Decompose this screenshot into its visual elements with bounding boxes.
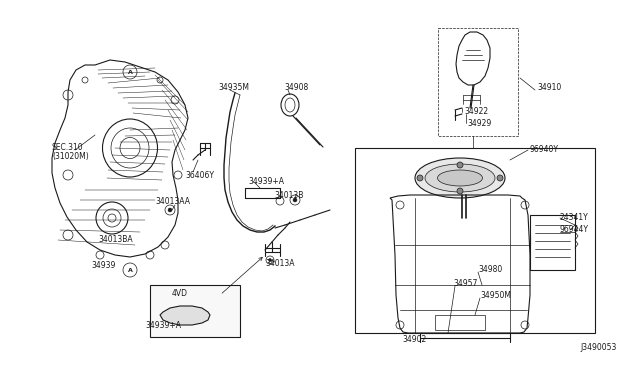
Text: 34939+A: 34939+A bbox=[145, 321, 181, 330]
Text: 34980: 34980 bbox=[478, 266, 502, 275]
Text: 34902: 34902 bbox=[402, 336, 426, 344]
Text: (31020M): (31020M) bbox=[52, 151, 89, 160]
Ellipse shape bbox=[425, 164, 495, 192]
Ellipse shape bbox=[415, 158, 505, 198]
Text: 34013A: 34013A bbox=[265, 259, 294, 267]
Text: 34922: 34922 bbox=[464, 108, 488, 116]
Bar bbox=[435, 315, 485, 330]
Circle shape bbox=[293, 198, 297, 202]
Text: 34908: 34908 bbox=[284, 83, 308, 92]
Text: 96944Y: 96944Y bbox=[560, 225, 589, 234]
Ellipse shape bbox=[438, 170, 483, 186]
Circle shape bbox=[457, 188, 463, 194]
Circle shape bbox=[269, 259, 271, 262]
Text: J3490053: J3490053 bbox=[580, 343, 616, 353]
Text: 34910: 34910 bbox=[537, 83, 561, 92]
Text: 24341Y: 24341Y bbox=[560, 214, 589, 222]
Text: 34013BA: 34013BA bbox=[98, 235, 132, 244]
Text: 34935M: 34935M bbox=[218, 83, 249, 92]
Text: 4VD: 4VD bbox=[172, 289, 188, 298]
Text: 34013B: 34013B bbox=[274, 192, 303, 201]
Bar bbox=[530, 215, 575, 270]
Circle shape bbox=[417, 175, 423, 181]
Text: A: A bbox=[127, 70, 132, 74]
Text: SEC.310: SEC.310 bbox=[52, 144, 84, 153]
Bar bbox=[150, 285, 240, 337]
Circle shape bbox=[497, 175, 503, 181]
Circle shape bbox=[457, 162, 463, 168]
Text: 34939+A: 34939+A bbox=[248, 176, 284, 186]
Bar bbox=[438, 28, 518, 136]
Text: 34929: 34929 bbox=[467, 119, 492, 128]
Text: 34939: 34939 bbox=[91, 260, 115, 269]
Text: A: A bbox=[127, 267, 132, 273]
Text: 36406Y: 36406Y bbox=[185, 170, 214, 180]
Text: 96940Y: 96940Y bbox=[530, 145, 559, 154]
Text: 34013AA: 34013AA bbox=[155, 198, 190, 206]
Polygon shape bbox=[160, 306, 210, 325]
Bar bbox=[355, 148, 595, 333]
Text: 34950M: 34950M bbox=[480, 292, 511, 301]
Text: 34957: 34957 bbox=[453, 279, 477, 289]
Circle shape bbox=[168, 208, 172, 212]
